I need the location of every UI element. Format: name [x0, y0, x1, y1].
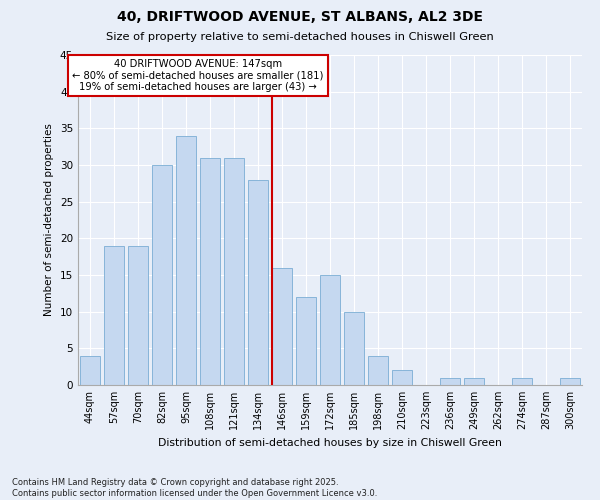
Bar: [560, 378, 580, 385]
Bar: [464, 378, 484, 385]
Bar: [104, 246, 124, 385]
Text: Contains HM Land Registry data © Crown copyright and database right 2025.
Contai: Contains HM Land Registry data © Crown c…: [12, 478, 377, 498]
Bar: [152, 165, 172, 385]
Bar: [224, 158, 244, 385]
Bar: [320, 275, 340, 385]
X-axis label: Distribution of semi-detached houses by size in Chiswell Green: Distribution of semi-detached houses by …: [158, 438, 502, 448]
Bar: [296, 297, 316, 385]
Y-axis label: Number of semi-detached properties: Number of semi-detached properties: [44, 124, 55, 316]
Bar: [80, 356, 100, 385]
Bar: [200, 158, 220, 385]
Bar: [248, 180, 268, 385]
Bar: [392, 370, 412, 385]
Bar: [368, 356, 388, 385]
Text: 40 DRIFTWOOD AVENUE: 147sqm
← 80% of semi-detached houses are smaller (181)
19% : 40 DRIFTWOOD AVENUE: 147sqm ← 80% of sem…: [73, 58, 323, 92]
Bar: [512, 378, 532, 385]
Bar: [128, 246, 148, 385]
Text: 40, DRIFTWOOD AVENUE, ST ALBANS, AL2 3DE: 40, DRIFTWOOD AVENUE, ST ALBANS, AL2 3DE: [117, 10, 483, 24]
Bar: [176, 136, 196, 385]
Bar: [272, 268, 292, 385]
Bar: [344, 312, 364, 385]
Text: Size of property relative to semi-detached houses in Chiswell Green: Size of property relative to semi-detach…: [106, 32, 494, 42]
Bar: [440, 378, 460, 385]
